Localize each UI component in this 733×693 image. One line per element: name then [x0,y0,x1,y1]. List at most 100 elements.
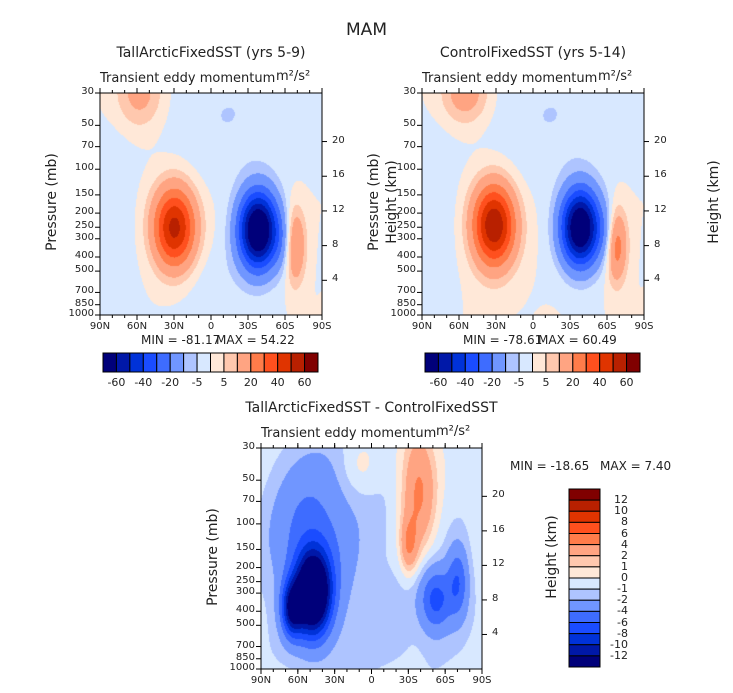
colorbar-cell [505,352,520,373]
max-label: MAX = 54.22 [216,333,295,347]
y-tick-label: 200 [74,206,94,218]
x-tick-label: 0 [529,321,537,332]
y-tick-label: 50 [81,118,94,130]
x-tick-label: 30S [560,321,580,332]
colorbar-cell [568,588,601,601]
height-tick-label: 4 [332,273,339,285]
colorbar-label: 40 [270,376,285,389]
colorbar-cell [210,352,225,373]
colorbar-label: 20 [565,376,580,389]
colorbar-cell [169,352,185,373]
colorbar-cell [464,352,480,373]
min-label: MIN = -81.17 [141,333,221,347]
panel-subtitle: Transient eddy momentum [261,426,437,441]
colorbar-cell [568,644,601,657]
height-tick-label: 16 [654,169,667,181]
colorbar-cell [156,352,171,373]
y-tick-label: 700 [74,285,94,297]
colorbar-cell [568,577,601,590]
y-tick-label: 1000 [229,662,255,673]
figure-title: MAM [346,20,387,40]
y-tick-label: 700 [396,285,416,297]
colorbar-cell [478,352,493,373]
x-tick-label: 30S [398,675,418,686]
y-right-axis-label: Height (km) [544,514,560,599]
y-tick-label: 50 [242,473,255,485]
colorbar-cell [568,655,601,668]
colorbar-cell [568,510,601,523]
colorbar-cell [236,352,252,373]
x-tick-label: 30N [485,321,507,332]
y-tick-label: 300 [235,586,255,598]
colorbar-cell [424,352,439,373]
panel-subtitle: Transient eddy momentum [422,71,598,86]
height-tick-label: 20 [492,489,505,501]
units-label: m²/s² [598,69,633,84]
x-tick-label: 0 [207,321,215,332]
colorbar-label: -20 [483,376,502,389]
colorbar-cell [568,544,601,557]
colorbar-cell [568,566,601,579]
colorbar-cell [568,622,601,635]
colorbar-label: 0 [621,571,628,584]
panel-title: ControlFixedSST (yrs 5-14) [439,45,627,61]
x-tick-label: 90S [312,321,332,332]
y-axis-label: Pressure (mb) [366,153,382,251]
colorbar-label: 1 [621,559,628,573]
min-label: MIN = -18.65 [510,459,590,473]
panel-title: TallArcticFixedSST - ControlFixedSST [245,400,498,416]
x-tick-label: 90S [634,321,654,332]
plot-frame [260,447,483,670]
colorbar-cell [568,521,601,534]
colorbar-label: -60 [429,376,448,389]
y-tick-label: 700 [235,639,255,651]
contour-field [422,93,644,315]
y-tick-label: 150 [74,187,94,199]
colorbar-label: -12 [610,648,628,662]
height-tick-label: 16 [332,169,345,181]
y-tick-label: 500 [396,264,416,276]
colorbar-label: -6 [617,615,628,629]
x-tick-label: 30N [163,321,185,332]
colorbar-cell [532,352,547,373]
x-tick-label: 0 [368,675,375,686]
colorbar-label: 2 [621,548,628,562]
y-tick-label: 30 [81,86,94,97]
colorbar-label: 40 [592,376,607,389]
y-tick-label: 70 [242,494,255,506]
y-tick-label: 70 [81,139,94,151]
y-tick-label: 400 [235,604,255,616]
x-tick-label: 60N [448,321,470,332]
height-tick-label: 12 [654,203,667,215]
colorbar-cell [568,533,601,546]
colorbar-label: -1 [617,582,628,596]
y-tick-label: 200 [235,560,255,572]
colorbar-cell [568,488,601,501]
colorbar-cell [437,352,453,373]
colorbar-cell [568,610,601,623]
max-label: MAX = 60.49 [538,333,617,347]
contour-field [100,93,322,315]
height-tick-label: 20 [332,134,345,146]
y-tick-label: 850 [235,651,255,663]
x-tick-label: 90N [411,321,433,332]
y-tick-label: 850 [74,297,94,309]
y-tick-label: 100 [235,516,255,528]
colorbar-cell [196,352,211,373]
y-tick-label: 300 [74,231,94,243]
x-tick-label: 90N [89,321,111,332]
colorbar-label: -5 [513,376,525,389]
height-tick-label: 12 [332,203,345,215]
colorbar-label: 8 [621,515,628,529]
y-tick-label: 250 [396,220,416,232]
y-tick-label: 250 [74,220,94,232]
colorbar-cell [183,352,198,373]
colorbar-cell [451,352,466,373]
colorbar-label: -2 [617,593,628,607]
colorbar-label: 5 [220,376,228,389]
height-tick-label: 4 [654,273,661,285]
x-tick-label: 30S [238,321,258,332]
units-label: m²/s² [276,69,311,84]
colorbar-label: -10 [610,637,628,651]
